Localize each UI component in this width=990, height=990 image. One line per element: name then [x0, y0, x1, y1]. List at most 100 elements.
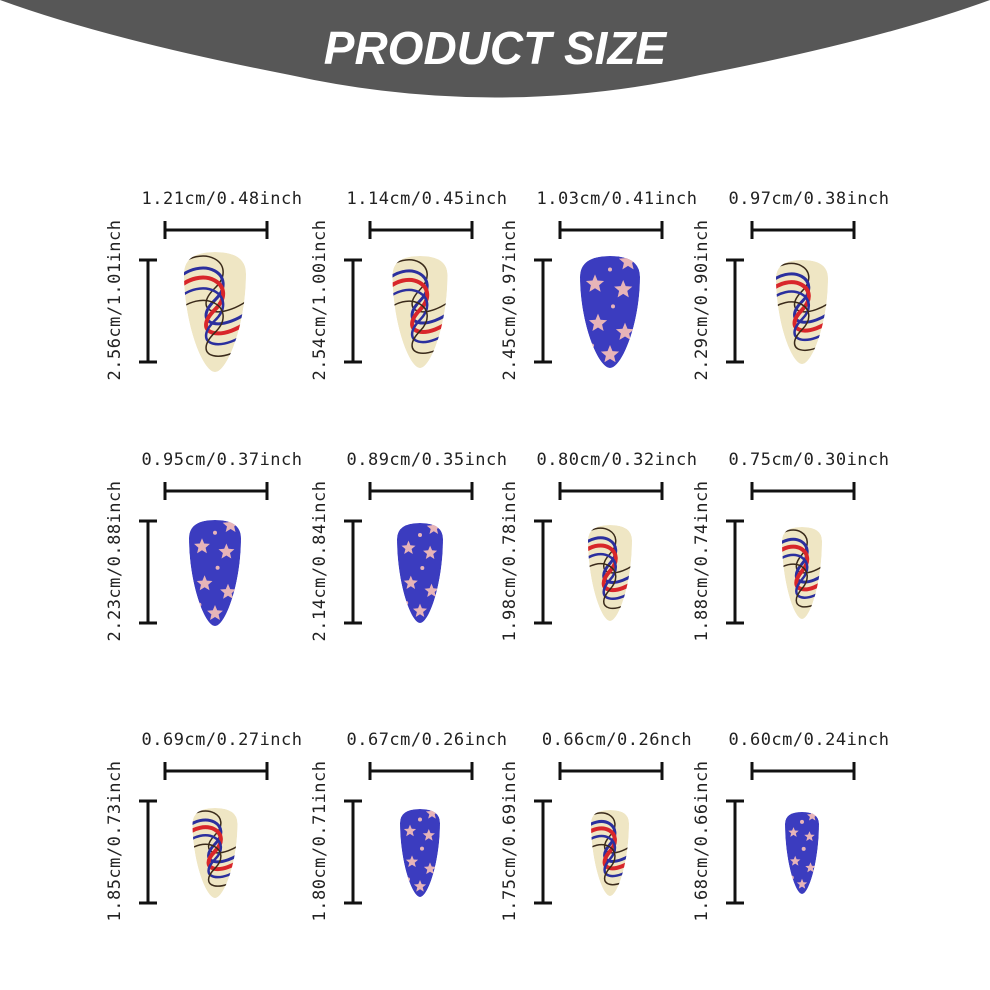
nail-swirl: [184, 275, 246, 336]
nail-dot: [801, 846, 806, 851]
width-label: 0.60cm/0.24inch: [728, 730, 889, 750]
nail: [189, 520, 241, 626]
nail-swirl: [184, 266, 246, 326]
nail-star: [220, 583, 236, 599]
nail-swirl: [588, 563, 632, 610]
width-label: 0.67cm/0.26inch: [346, 730, 507, 750]
width-label: 0.89cm/0.35inch: [346, 450, 507, 470]
nail-star: [796, 878, 808, 889]
width-bar: [750, 482, 856, 500]
nail-dot: [420, 846, 424, 851]
nail-star: [196, 575, 213, 591]
width-label: 0.97cm/0.38inch: [728, 189, 889, 209]
height-label: 1.98cm/0.78inch: [500, 480, 520, 641]
nail: [588, 525, 632, 621]
width-bar: [368, 482, 474, 500]
width-label: 0.95cm/0.37inch: [141, 450, 302, 470]
height-label: 1.80cm/0.71inch: [310, 760, 330, 921]
nail-star: [805, 862, 816, 873]
width-bar: [750, 221, 856, 239]
nail-swirl: [184, 287, 246, 346]
nail: [192, 808, 238, 898]
nail-swirl: [782, 537, 822, 584]
nail-swirl: [392, 288, 448, 344]
width-bar: [558, 762, 664, 780]
nail-dot: [420, 566, 425, 570]
nail-swirl: [588, 552, 632, 600]
nail: [400, 809, 440, 897]
nail-dot: [800, 819, 804, 824]
height-bar: [344, 258, 362, 364]
nail-swirl: [591, 826, 629, 871]
width-bar: [750, 762, 856, 780]
nail-swirl: [776, 290, 828, 342]
nail-star: [403, 824, 417, 837]
nail-star: [600, 345, 620, 363]
nail-star: [405, 855, 419, 867]
nail: [580, 256, 640, 368]
width-bar: [558, 482, 664, 500]
nail-star: [424, 583, 439, 597]
nail-dot: [611, 304, 615, 309]
nail-dot: [215, 565, 220, 570]
nail-dot: [197, 602, 202, 607]
nail-star: [422, 829, 435, 841]
nail-swirl: [192, 818, 238, 864]
nail-dot: [213, 530, 217, 535]
nail-star: [413, 880, 427, 892]
width-label: 1.14cm/0.45inch: [346, 189, 507, 209]
height-label: 1.75cm/0.69inch: [500, 760, 520, 921]
nail-star: [585, 274, 605, 292]
nail-star: [401, 540, 416, 554]
nail-star: [207, 605, 223, 620]
nail-swirl: [392, 269, 448, 325]
nail-dot: [789, 875, 794, 880]
nail: [397, 523, 443, 623]
height-bar: [139, 799, 157, 905]
nail-star: [423, 545, 438, 559]
nail-swirl: [192, 834, 238, 879]
nail-star: [222, 520, 239, 532]
width-label: 1.21cm/0.48inch: [141, 189, 302, 209]
nail-star: [614, 280, 633, 298]
width-label: 0.75cm/0.30inch: [728, 450, 889, 470]
header-banner: [0, 0, 990, 98]
nail: [782, 527, 822, 619]
height-bar: [534, 519, 552, 625]
nail-star: [423, 862, 437, 874]
nail-dot: [406, 877, 410, 882]
nail-star: [588, 313, 608, 331]
width-label: 0.69cm/0.27inch: [141, 730, 302, 750]
height-bar: [344, 799, 362, 905]
width-label: 1.03cm/0.41inch: [536, 189, 697, 209]
nail-swirl: [776, 272, 828, 324]
nail-dot: [404, 601, 409, 605]
height-bar: [534, 799, 552, 905]
height-label: 2.14cm/0.84inch: [310, 480, 330, 641]
nail: [776, 260, 828, 364]
width-label: 0.66cm/0.26nch: [542, 730, 692, 750]
height-bar: [726, 519, 744, 625]
height-label: 2.29cm/0.90inch: [692, 219, 712, 380]
width-bar: [368, 762, 474, 780]
nail-swirl: [591, 812, 629, 854]
nail-swirl: [782, 529, 822, 574]
nail-swirl: [184, 255, 246, 313]
nail-swirl: [776, 280, 828, 333]
nail-star: [218, 543, 235, 559]
nail-star: [426, 523, 441, 534]
nail: [184, 252, 246, 372]
nail-star: [194, 538, 210, 554]
nail-swirl: [392, 259, 448, 313]
nail-swirl: [782, 544, 822, 592]
nail-swirl: [392, 300, 448, 354]
width-bar: [368, 221, 474, 239]
nail-swirl: [192, 825, 238, 872]
nail-star: [790, 855, 801, 866]
nail-swirl: [192, 843, 238, 887]
width-bar: [163, 221, 269, 239]
nail: [591, 810, 629, 896]
nail: [392, 256, 448, 368]
nail-swirl: [591, 834, 629, 878]
